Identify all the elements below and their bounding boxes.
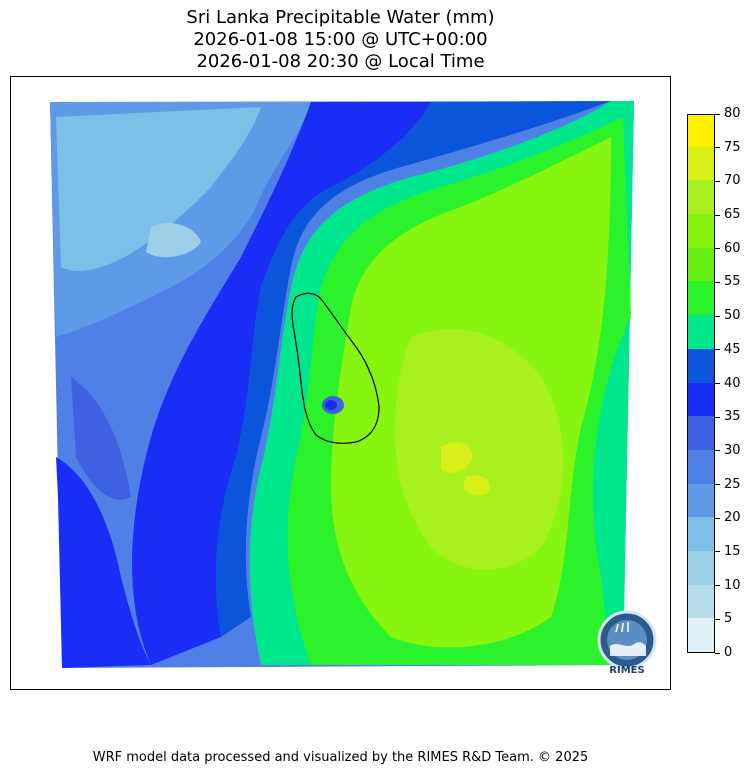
precipitable-water-map: [50, 101, 634, 668]
colorbar-segment: [688, 550, 714, 585]
colorbar-tick-label: 20: [724, 510, 741, 526]
colorbar-tick: [715, 147, 720, 149]
colorbar-tick-label: 40: [724, 375, 741, 391]
colorbar-tick: [715, 585, 720, 587]
colorbar-tick-label: 45: [724, 341, 741, 357]
colorbar-segment: [688, 146, 714, 181]
sri-lanka-coastline: [291, 292, 380, 444]
colorbar-segment: [688, 280, 714, 316]
map-title: Sri Lanka Precipitable Water (mm) 2026-0…: [0, 7, 681, 73]
colorbar-tick: [715, 517, 720, 519]
colorbar-tick: [715, 315, 720, 317]
colorbar-tick: [715, 113, 720, 115]
colorbar-tick: [715, 180, 720, 182]
colorbar-tick-label: 0: [724, 645, 733, 660]
title-line-variable: Sri Lanka Precipitable Water (mm): [186, 7, 495, 28]
colorbar-tick: [715, 349, 720, 351]
region-70mm: [441, 441, 490, 496]
colorbar-tick-label: 65: [724, 207, 741, 223]
rimes-logo: [596, 610, 658, 678]
colorbar-tick-label: 35: [724, 409, 741, 425]
region-sw-30mm: [71, 377, 131, 500]
colorbar-tick-label: 60: [724, 240, 741, 256]
colorbar-tick: [715, 450, 720, 452]
colorbar-segment: [688, 449, 714, 484]
colorbar-tick: [715, 383, 720, 384]
colorbar-tick: [715, 618, 720, 620]
colorbar-segment: [688, 483, 714, 518]
colorbar-tick-label: 25: [724, 476, 741, 492]
map-panel: [10, 76, 671, 690]
colorbar-tick: [715, 551, 720, 553]
region-lightest: [146, 222, 201, 258]
colorbar-segment: [688, 348, 714, 383]
colorbar-segment: [688, 415, 714, 450]
colorbar-tick-label: 55: [724, 274, 741, 290]
colorbar-segment: [688, 314, 714, 349]
colorbar-tick: [715, 248, 720, 250]
colorbar-tick-label: 70: [724, 173, 741, 189]
region-65mm: [394, 329, 564, 570]
colorbar-tick-label: 15: [724, 543, 741, 559]
colorbar-segment: [688, 584, 714, 619]
region-inland-lower: [325, 400, 337, 410]
region-very-low-pw: [56, 107, 261, 271]
colorbar: [687, 114, 715, 653]
colorbar-tick-label: 50: [724, 308, 741, 324]
colorbar-tick-label: 30: [724, 442, 741, 458]
colorbar-segment: [688, 247, 714, 282]
title-line-utc-time: 2026-01-08 15:00 @ UTC+00:00: [193, 29, 488, 50]
rimes-logo-emblem: [597, 610, 657, 670]
colorbar-tick: [715, 652, 720, 654]
colorbar-segment: [688, 213, 714, 248]
colorbar-tick-label: 5: [724, 611, 733, 627]
colorbar-segment: [688, 617, 714, 652]
colorbar-tick: [715, 281, 720, 283]
colorbar-segment: [688, 179, 714, 215]
colorbar-tick-label: 75: [724, 139, 741, 155]
colorbar-tick: [715, 484, 720, 486]
colorbar-segment: [688, 516, 714, 551]
colorbar-segment: [688, 382, 714, 417]
rimes-logo-text: RIMES: [609, 665, 645, 676]
colorbar-tick-label: 80: [724, 106, 741, 121]
colorbar-segment: [688, 115, 714, 147]
region-40mm-band: [132, 102, 551, 665]
region-sw-35mm: [56, 457, 151, 668]
title-line-local-time: 2026-01-08 20:30 @ Local Time: [196, 51, 485, 72]
credit-footer: WRF model data processed and visualized …: [92, 750, 589, 765]
colorbar-tick: [715, 214, 720, 216]
colorbar-tick: [715, 416, 720, 418]
colorbar-tick-label: 10: [724, 577, 741, 593]
